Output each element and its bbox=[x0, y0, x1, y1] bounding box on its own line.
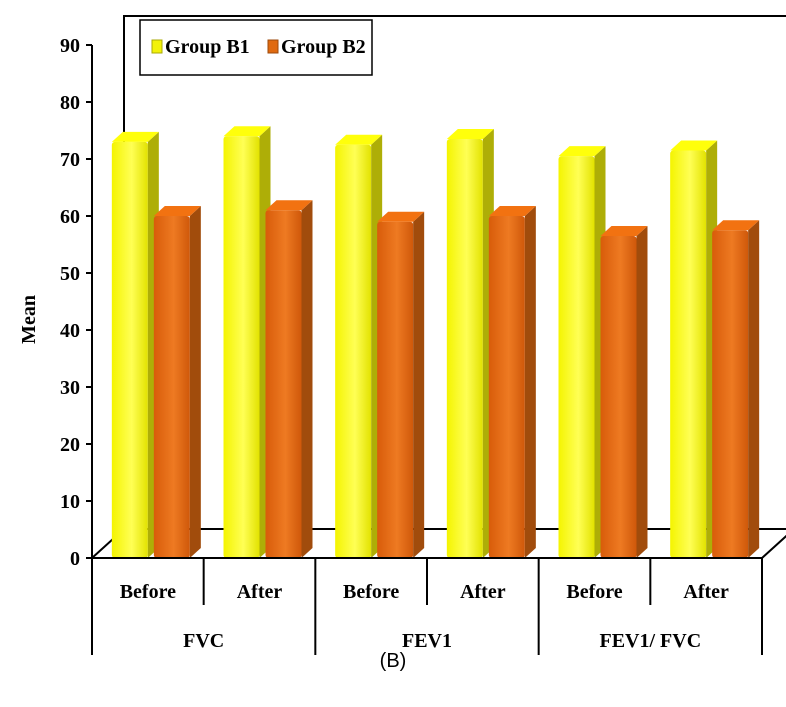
bar-1-5 bbox=[712, 220, 760, 558]
bar-0-5 bbox=[670, 140, 718, 558]
legend-swatch bbox=[151, 39, 163, 54]
x-tick-label: Before bbox=[120, 581, 176, 603]
bar-side bbox=[524, 206, 536, 558]
y-tick-label: 30 bbox=[60, 377, 80, 399]
bar-side bbox=[636, 225, 648, 558]
bar-0-2 bbox=[335, 134, 383, 558]
bar-0-3 bbox=[446, 129, 494, 559]
x-tick-label: After bbox=[237, 581, 283, 603]
y-tick-label: 40 bbox=[60, 320, 80, 342]
bar-front bbox=[446, 139, 483, 559]
bar-front bbox=[111, 141, 148, 558]
bar-side bbox=[413, 211, 425, 558]
bar-top bbox=[223, 126, 271, 137]
figure-caption: (B) bbox=[379, 650, 407, 672]
bar-top bbox=[446, 129, 494, 140]
bar-side bbox=[189, 206, 201, 558]
bars bbox=[111, 126, 760, 559]
bar-top bbox=[153, 206, 201, 216]
bar-front bbox=[223, 136, 260, 558]
bar-top bbox=[265, 200, 313, 211]
bar-front bbox=[558, 156, 595, 558]
bar-top bbox=[488, 206, 536, 216]
y-axis-title: Mean bbox=[18, 295, 40, 344]
bar-top bbox=[111, 131, 159, 142]
legend-swatch bbox=[267, 39, 279, 54]
y-tick-label: 70 bbox=[60, 149, 80, 171]
legend-label: Group B2 bbox=[281, 36, 366, 58]
bar-front bbox=[153, 216, 190, 558]
legend-box bbox=[139, 19, 373, 76]
x-tick-label: Before bbox=[566, 581, 622, 603]
bar-side bbox=[748, 220, 760, 558]
x-tick-label: After bbox=[460, 581, 506, 603]
bar-front bbox=[712, 230, 749, 558]
x-group-label: FEV1 bbox=[402, 630, 452, 652]
bar-front bbox=[600, 235, 637, 558]
y-tick-label: 50 bbox=[60, 263, 80, 285]
bar-1-1 bbox=[265, 200, 313, 559]
x-tick-label: Before bbox=[343, 581, 399, 603]
x-group-label: FVC bbox=[183, 630, 224, 652]
bar-top bbox=[600, 225, 648, 236]
bar-front bbox=[377, 221, 414, 558]
y-tick-label: 0 bbox=[70, 548, 80, 570]
bar-top bbox=[335, 134, 383, 145]
bar-top bbox=[712, 220, 760, 231]
x-group-label: FEV1/ FVC bbox=[599, 630, 701, 652]
y-tick-label: 80 bbox=[60, 92, 80, 114]
bar-top bbox=[558, 146, 606, 157]
legend: Group B1 Group B2 bbox=[139, 19, 373, 76]
y-tick-label: 90 bbox=[60, 35, 80, 57]
bar-0-1 bbox=[223, 126, 271, 558]
bar-front bbox=[335, 144, 372, 558]
bar-1-2 bbox=[377, 211, 425, 558]
bar-front bbox=[488, 216, 525, 558]
x-tick-label: After bbox=[683, 581, 729, 603]
bar-side bbox=[301, 200, 313, 559]
y-tick-label: 60 bbox=[60, 206, 80, 228]
y-tick-label: 10 bbox=[60, 491, 80, 513]
bar-top bbox=[377, 211, 425, 222]
bar-1-3 bbox=[488, 206, 536, 558]
bar-front bbox=[265, 210, 302, 559]
bar-top bbox=[670, 140, 718, 151]
bar-1-4 bbox=[600, 225, 648, 558]
bar-1-0 bbox=[153, 206, 201, 558]
bar-0-0 bbox=[111, 131, 159, 558]
bar-0-4 bbox=[558, 146, 606, 558]
y-tick-label: 20 bbox=[60, 434, 80, 456]
legend-label: Group B1 bbox=[165, 36, 250, 58]
axes: 0 10 20 30 40 50 60 70 80 90 Mean Before After Before… bbox=[18, 35, 763, 655]
bar-front bbox=[670, 150, 707, 558]
